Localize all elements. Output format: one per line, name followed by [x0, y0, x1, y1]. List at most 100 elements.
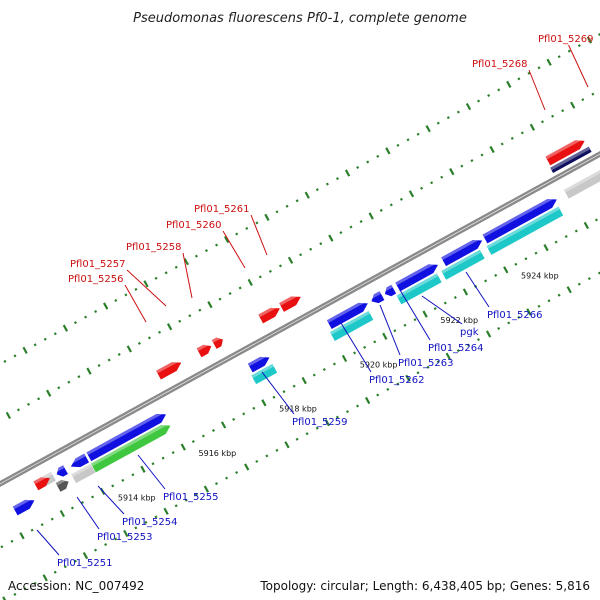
gene-label-text[interactable]: Pfl01_5259 [292, 417, 348, 428]
gene-label-text[interactable]: pgk [460, 327, 479, 338]
gene-arrow[interactable] [396, 273, 442, 305]
gene-arrow[interactable] [251, 363, 278, 385]
scale-tick [131, 473, 135, 477]
gene-arrow[interactable] [329, 310, 374, 341]
scale-tick [261, 399, 267, 407]
gene-arrow[interactable] [370, 291, 385, 304]
scale-tick [557, 293, 561, 297]
scale-tick [203, 485, 210, 493]
scale-tick [389, 203, 393, 207]
scale-tick [396, 143, 400, 147]
gene-arrow[interactable] [69, 453, 90, 468]
scale-tick [30, 528, 34, 532]
gene-label-text[interactable]: Pfl01_5264 [428, 343, 484, 354]
gene-arrow-highlight [326, 301, 367, 323]
gene-arrow[interactable] [441, 249, 485, 280]
scale-tick [214, 482, 218, 486]
gene-label[interactable]: Pfl01_5257 [70, 259, 167, 307]
gene-label[interactable]: Pfl01_5251 [36, 529, 113, 569]
gene-label-text[interactable]: Pfl01_5263 [398, 358, 454, 369]
gene-label-text[interactable]: Pfl01_5262 [369, 375, 425, 386]
scale-tick [577, 282, 581, 286]
gene-arrow[interactable] [71, 463, 96, 484]
scale-tick [84, 315, 88, 319]
gene-label-text[interactable]: Pfl01_5260 [166, 220, 222, 231]
gene-arrow[interactable] [383, 284, 397, 297]
scale-tick [537, 304, 541, 308]
label-layer: 5914 kbp 5916 kbp 5918 kbp 5920 kbp 5922 kbp… [36, 34, 594, 569]
gene-label[interactable]: Pfl01_5269 [538, 34, 594, 88]
scale-tick [43, 337, 47, 341]
gene-label-text[interactable]: Pfl01_5254 [122, 517, 178, 528]
scale-tick [235, 232, 239, 236]
gene-arrow[interactable] [156, 360, 182, 380]
gene-arrow[interactable] [482, 197, 557, 244]
scale-tick [430, 181, 434, 185]
gene-label[interactable]: Pfl01_5264 [399, 289, 484, 354]
gene-arrow[interactable] [86, 412, 167, 462]
scale-tick [325, 182, 329, 186]
gene-label[interactable]: Pfl01_5261 [194, 204, 268, 256]
gene-label[interactable]: Pfl01_5259 [261, 371, 348, 428]
gene-arrow[interactable] [395, 263, 438, 292]
gene-arrow-body [71, 463, 96, 484]
scale-tick [198, 308, 202, 312]
gene-arrow[interactable] [486, 206, 564, 255]
gene-arrow[interactable] [279, 295, 301, 312]
gene-arrow[interactable] [211, 337, 223, 349]
gene-label[interactable]: Pfl01_5255 [137, 454, 219, 503]
gene-arrow[interactable] [90, 423, 171, 473]
scale-label: 5918 kbp [279, 405, 317, 414]
gene-label[interactable]: Pfl01_5256 [68, 274, 147, 323]
gene-label-text[interactable]: Pfl01_5256 [68, 274, 124, 285]
scale-tick [453, 296, 457, 299]
scale-tick [238, 286, 242, 290]
gene-label-text[interactable]: Pfl01_5255 [163, 492, 219, 503]
gene-label[interactable]: Pfl01_5260 [166, 220, 246, 269]
gene-label-text[interactable]: Pfl01_5266 [487, 310, 543, 321]
scale-tick [440, 175, 444, 179]
gene-arrow[interactable] [12, 498, 35, 516]
scale-tick [174, 265, 178, 269]
gene-label-text[interactable]: Pfl01_5258 [126, 242, 182, 253]
gene-arrow[interactable] [563, 169, 600, 199]
gene-arrow[interactable] [441, 238, 483, 267]
gene-arrow[interactable] [55, 465, 68, 477]
scale-tick [33, 581, 37, 585]
gene-label[interactable]: Pfl01_5254 [97, 485, 178, 528]
gene-label-text[interactable]: Pfl01_5251 [57, 558, 113, 569]
gene-arrow[interactable] [55, 479, 69, 492]
gene-label[interactable]: Pfl01_5266 [465, 271, 543, 321]
scale-tick [228, 292, 232, 296]
scale-tick [292, 384, 296, 388]
gene-arrow[interactable] [326, 301, 368, 329]
gene-label-callout [399, 289, 431, 341]
gene-arrow[interactable] [247, 355, 270, 373]
gene-label-text[interactable]: Pfl01_5269 [538, 34, 594, 45]
scale-tick [204, 249, 208, 253]
gene-arrow-highlight [370, 291, 382, 300]
gene-label[interactable]: Pfl01_5258 [126, 242, 193, 299]
gene-arrow[interactable] [196, 344, 212, 358]
gene-arrow[interactable] [33, 476, 50, 491]
gene-arrow[interactable] [545, 139, 585, 166]
gene-arrow[interactable] [550, 146, 592, 174]
gene-arrow-body [12, 499, 35, 516]
scale-tick [364, 396, 371, 405]
scale-tick [218, 297, 222, 301]
gene-label[interactable]: Pfl01_5253 [76, 496, 153, 543]
scale-tick [117, 352, 121, 356]
gene-arrow-body [33, 477, 50, 491]
gene-label-text[interactable]: Pfl01_5253 [97, 532, 153, 543]
scale-tick [114, 298, 118, 302]
gene-label[interactable]: pgk [421, 295, 479, 338]
gene-label-text[interactable]: Pfl01_5261 [194, 204, 250, 215]
gene-label-text[interactable]: Pfl01_5257 [70, 259, 126, 270]
gene-label[interactable]: Pfl01_5262 [340, 322, 425, 386]
gene-label[interactable]: Pfl01_5268 [472, 59, 546, 111]
gene-arrow[interactable] [258, 306, 280, 324]
gene-label[interactable]: Pfl01_5263 [379, 304, 454, 369]
gene-label-text[interactable]: Pfl01_5268 [472, 59, 528, 70]
